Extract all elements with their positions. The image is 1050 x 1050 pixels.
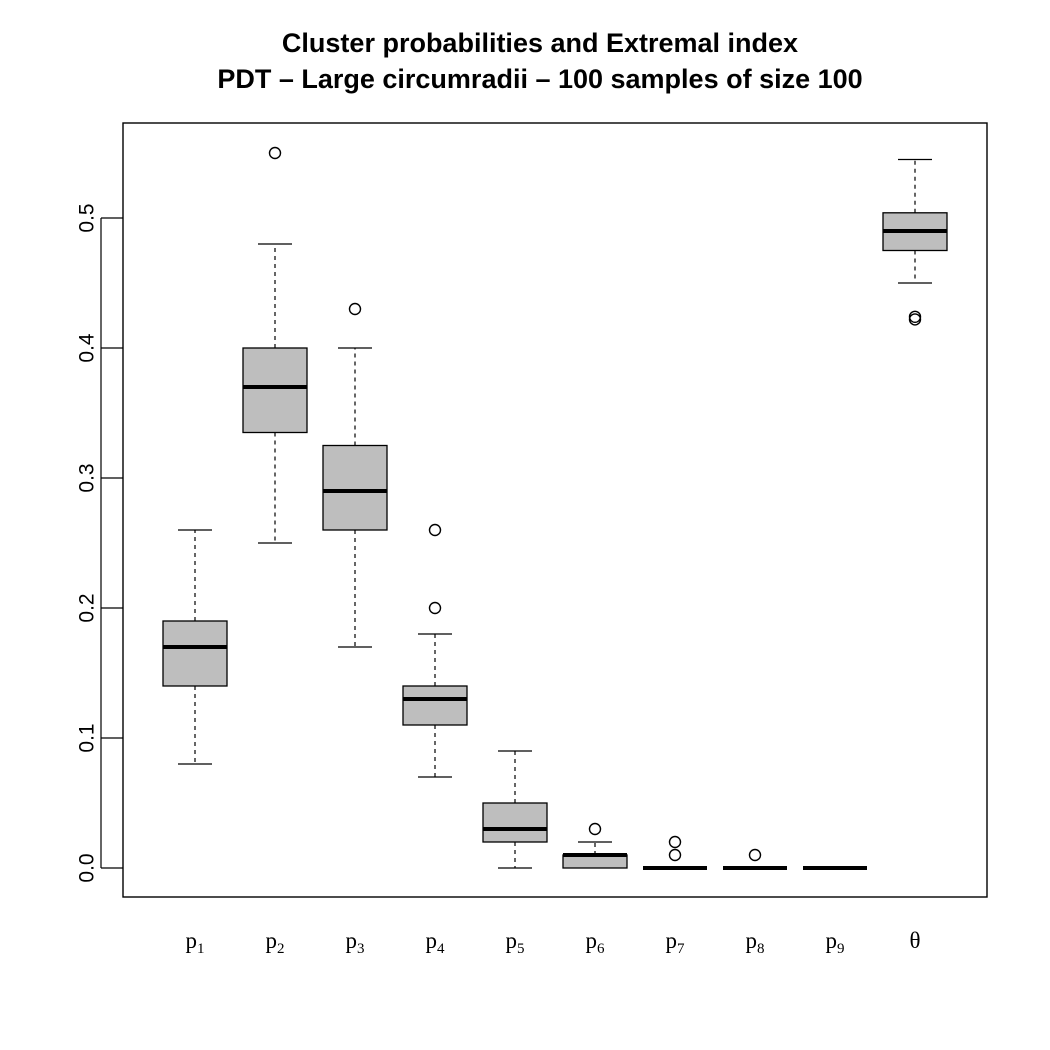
box-3 xyxy=(322,302,388,648)
y-tick-label: 0.4 xyxy=(76,333,99,363)
box-iqr xyxy=(482,802,548,843)
box-4 xyxy=(402,523,468,778)
y-tick-label: 0.3 xyxy=(76,463,99,492)
x-axis: p1 p2 p3 p4 p5 p6 p7 p8 p9 θ xyxy=(186,928,921,957)
box-6 xyxy=(562,822,628,869)
outlier-point xyxy=(428,601,442,615)
x-tick-label: p9 xyxy=(826,928,845,957)
box-10 xyxy=(882,158,948,326)
x-tick-label: p7 xyxy=(666,928,686,957)
box-1 xyxy=(162,529,228,765)
box-series xyxy=(162,146,948,870)
y-axis: 0.0 0.1 0.2 0.3 0.4 0.5 xyxy=(76,203,123,883)
y-tick-label: 0.2 xyxy=(76,593,99,622)
outlier-point xyxy=(348,302,362,316)
box-8 xyxy=(723,848,787,870)
x-tick-label: p6 xyxy=(586,928,606,957)
chart-subtitle: PDT – Large circumradii – 100 samples of… xyxy=(217,64,863,94)
x-tick-label: p8 xyxy=(746,928,765,957)
box-iqr xyxy=(402,685,468,726)
y-tick-label: 0.1 xyxy=(76,723,99,752)
outlier-point xyxy=(908,310,922,323)
outlier-point xyxy=(428,523,442,537)
chart-title: Cluster probabilities and Extremal index xyxy=(281,28,799,58)
outlier-point xyxy=(588,822,602,836)
outlier-point xyxy=(668,835,682,849)
box-iqr xyxy=(242,347,308,434)
x-tick-label: p1 xyxy=(186,928,205,957)
box-2 xyxy=(242,146,308,544)
x-tick-label: p5 xyxy=(506,928,525,957)
outlier-point xyxy=(268,146,282,160)
box-5 xyxy=(482,750,548,869)
box-7 xyxy=(643,835,707,870)
x-tick-label: p4 xyxy=(426,928,446,957)
plot-frame xyxy=(122,122,988,898)
outlier-point xyxy=(908,313,922,326)
x-tick-label: p3 xyxy=(346,928,365,957)
y-tick-label: 0.5 xyxy=(76,203,99,232)
outlier-point xyxy=(668,848,682,862)
y-tick-label: 0.0 xyxy=(76,853,99,882)
outlier-point xyxy=(748,848,762,862)
box-iqr xyxy=(322,444,388,531)
box-iqr xyxy=(162,620,228,687)
x-tick-label: θ xyxy=(909,928,920,953)
x-tick-label: p2 xyxy=(266,928,285,957)
